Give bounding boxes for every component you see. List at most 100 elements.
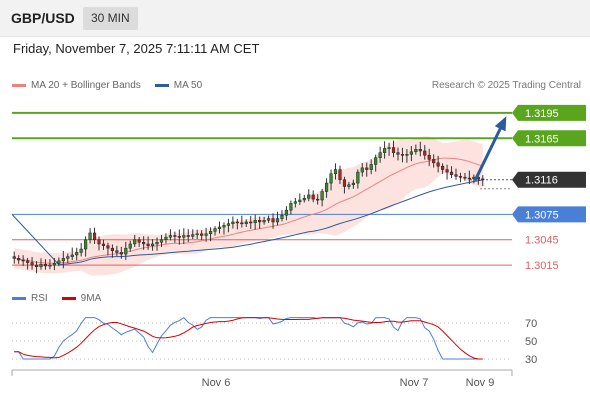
x-tick-label: Nov 6 [202, 377, 231, 389]
candle-body [137, 239, 141, 243]
legend-item-rsi: RSI [12, 293, 48, 304]
candle-body [195, 233, 199, 236]
projection-arrow [473, 118, 507, 182]
candle-body [436, 162, 440, 167]
candle-body [177, 236, 181, 238]
candle-body [155, 242, 159, 245]
ma50-label: MA 50 [173, 80, 203, 91]
timestamp: Friday, November 7, 2025 7:11:11 AM CET [13, 41, 260, 56]
candle-body [217, 226, 222, 229]
candle-body [374, 157, 378, 165]
candle-body [383, 148, 387, 153]
candle-body [173, 235, 177, 237]
candle-body [133, 239, 137, 245]
candle-body [12, 256, 16, 259]
candle-body [409, 151, 413, 155]
candle-body [302, 198, 306, 201]
candle-body [186, 235, 190, 237]
candle-body [467, 177, 471, 180]
candle-body [21, 259, 25, 262]
candle-body [369, 164, 373, 170]
level-label: 1.3195 [525, 108, 559, 120]
candle-body [463, 176, 467, 179]
level-badge [512, 104, 586, 121]
candle-body [351, 182, 355, 186]
candle-body [146, 243, 150, 246]
candle-body [235, 221, 239, 224]
candle-body [387, 147, 391, 149]
candle-body [338, 169, 342, 180]
rsi-ma-label: 9MA [80, 293, 102, 304]
candle-body [365, 167, 369, 170]
ma20-label: MA 20 + Bollinger Bands [31, 80, 141, 91]
candle-body [142, 242, 146, 245]
candle-body [110, 247, 114, 251]
rsi-legend: RSI 9MA [12, 293, 115, 304]
level-label: 1.3075 [525, 209, 559, 221]
candle-body [17, 258, 21, 261]
candle-body [271, 218, 275, 223]
candle-body [481, 178, 485, 181]
candle-body [342, 179, 347, 187]
level-label: 1.3045 [525, 235, 559, 247]
ma50-swatch [154, 84, 169, 87]
credit-text: Research © 2025 Trading Central [431, 80, 581, 91]
candle-body [92, 232, 97, 240]
candle-body [26, 260, 30, 263]
level-badge [512, 171, 586, 188]
candle-body [289, 203, 293, 211]
candle-body [240, 222, 244, 225]
candle-body [325, 182, 329, 192]
candle-body [360, 167, 364, 173]
timeframe-button[interactable]: 30 MIN [83, 7, 138, 30]
candle-body [226, 223, 231, 226]
rsi-ma-line [14, 317, 483, 360]
level-label: 1.3116 [525, 175, 558, 187]
candle-body [258, 220, 262, 223]
candle-body [79, 248, 83, 253]
candle-body [75, 252, 79, 256]
candle-body [316, 198, 320, 201]
candle-body [293, 201, 297, 204]
legend-item-rsi-ma: 9MA [61, 293, 102, 304]
candle-body [449, 171, 454, 175]
candle-body [280, 214, 284, 219]
rsi-tick-label: 70 [525, 318, 537, 330]
level-badge [512, 206, 586, 223]
bollinger-band [14, 136, 483, 276]
level-label: 1.3015 [525, 260, 559, 272]
candle-body [124, 247, 128, 255]
candle-body [204, 233, 208, 236]
candle-body [262, 220, 266, 223]
candle-body [454, 174, 458, 177]
candle-body [356, 171, 360, 184]
candle-body [70, 254, 74, 257]
candle-body [441, 165, 445, 170]
candle-body [400, 154, 405, 156]
candle-body [253, 220, 257, 224]
candle-body [119, 252, 123, 255]
candle-body [222, 225, 226, 228]
candle-body [391, 147, 396, 153]
candle-body [329, 173, 333, 184]
top-bar: GBP/USD 30 MIN [0, 0, 590, 37]
candle-body [458, 176, 463, 178]
candle-body [311, 194, 315, 200]
candle-body [200, 233, 204, 236]
ma20-swatch [12, 84, 26, 87]
ma20-line [14, 157, 483, 264]
rsi-tick-label: 50 [525, 336, 537, 348]
candle-body [164, 236, 168, 240]
candle-body [231, 221, 235, 224]
candle-body [266, 218, 271, 221]
main-legend: MA 20 + Bollinger Bands MA 50 [12, 80, 216, 91]
rsi-swatch [12, 297, 26, 300]
candle-body [284, 209, 289, 216]
x-tick-label: Nov 7 [400, 377, 429, 389]
candle-body [61, 258, 65, 262]
candle-body [414, 149, 418, 153]
candle-body [191, 234, 195, 237]
level-badge [512, 130, 586, 147]
x-tick-label: Nov 9 [466, 377, 495, 389]
